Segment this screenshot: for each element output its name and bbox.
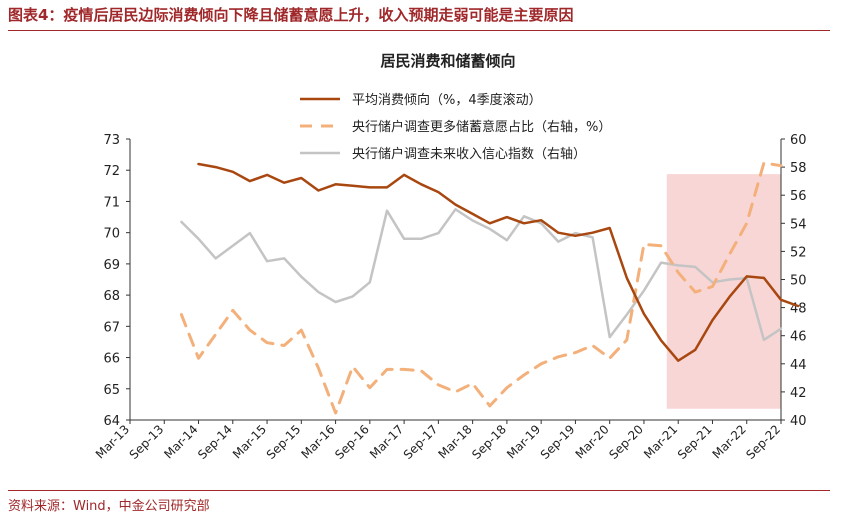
y-left-tick-label: 71 [103, 195, 120, 210]
x-tick-label: Sep-14 [195, 422, 235, 462]
x-tick-label: Mar-18 [436, 422, 475, 461]
x-tick-label: Sep-13 [127, 422, 167, 462]
y-left-tick-label: 65 [103, 383, 120, 398]
series-line-3 [180, 208, 783, 342]
series-line-2 [179, 161, 783, 415]
y-left-tick-label: 73 [103, 133, 120, 148]
y-left-tick-label: 70 [103, 227, 120, 242]
y-left-tick-label: 68 [103, 289, 120, 304]
y-right-tick-label: 44 [790, 358, 807, 373]
y-right-tick-label: 42 [790, 386, 807, 401]
x-tick-label: Mar-16 [298, 422, 337, 461]
x-tick-label: Sep-21 [675, 422, 715, 462]
series-layer [179, 161, 800, 415]
chart-title: 居民消费和储蓄倾向 [380, 52, 515, 70]
shaded-region [666, 174, 781, 409]
y-left-tick-label: 66 [103, 352, 120, 367]
y-right-tick-label: 58 [790, 161, 807, 176]
x-tick-label: Mar-14 [161, 422, 200, 461]
x-tick-label: Sep-17 [401, 422, 441, 462]
x-tick-label: Sep-19 [538, 422, 578, 462]
y-left-tick-label: 67 [103, 320, 120, 335]
x-tick-label: Mar-15 [230, 422, 269, 461]
x-tick-label: Mar-20 [573, 422, 612, 461]
series-line-1 [197, 162, 800, 362]
y-left-tick-label: 64 [103, 414, 120, 429]
x-tick-label: Sep-15 [264, 422, 304, 462]
x-tick-label: Sep-20 [606, 422, 646, 462]
legend-label-3: 央行储户调查未来收入信心指数（右轴） [352, 146, 586, 162]
y-right-tick-label: 50 [790, 274, 807, 289]
legend-label-2: 央行储户调查更多储蓄意愿占比（右轴，%） [352, 119, 611, 135]
x-tick-label: Mar-21 [641, 422, 680, 461]
y-right-tick-label: 40 [790, 414, 807, 429]
y-right-tick-label: 46 [790, 330, 807, 345]
legend: 平均消费倾向（%，4季度滚动） 央行储户调查更多储蓄意愿占比（右轴，%） 央行储户调… [300, 92, 611, 162]
x-tick-label: Mar-17 [367, 422, 406, 461]
y-left-tick-label: 72 [103, 164, 120, 179]
legend-label-1: 平均消费倾向（%，4季度滚动） [352, 92, 542, 108]
figure-title: 图表4：疫情后居民边际消费倾向下降且储蓄意愿上升，收入预期走弱可能是主要原因 [8, 6, 574, 24]
source-note: 资料来源：Wind，中金公司研究部 [8, 499, 210, 514]
y-right-tick-label: 56 [790, 189, 807, 204]
y-left-tick-label: 69 [103, 258, 120, 273]
y-right-tick-label: 60 [790, 133, 807, 148]
y-right-tick-label: 52 [790, 245, 807, 260]
bottom-rule [8, 490, 830, 491]
x-tick-label: Mar-22 [710, 422, 749, 461]
top-rule [8, 30, 830, 31]
x-tick-label: Sep-16 [332, 422, 372, 462]
x-tick-label: Sep-22 [743, 422, 783, 462]
y-right-tick-label: 54 [790, 217, 807, 232]
x-tick-label: Sep-18 [469, 422, 509, 462]
x-tick-label: Mar-19 [504, 422, 543, 461]
